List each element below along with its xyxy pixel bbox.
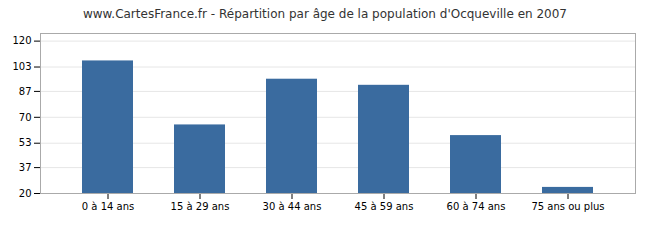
svg-text:45 à 59 ans: 45 à 59 ans [355, 201, 414, 212]
svg-text:15 à 29 ans: 15 à 29 ans [171, 201, 230, 212]
svg-text:37: 37 [19, 162, 32, 173]
svg-text:103: 103 [12, 61, 31, 72]
svg-text:60 à 74 ans: 60 à 74 ans [447, 201, 506, 212]
svg-text:120: 120 [12, 35, 31, 46]
svg-text:70: 70 [19, 112, 32, 123]
svg-text:87: 87 [19, 86, 32, 97]
svg-text:75 ans ou plus: 75 ans ou plus [531, 201, 604, 212]
svg-text:53: 53 [19, 137, 32, 148]
svg-text:0 à 14 ans: 0 à 14 ans [82, 201, 134, 212]
svg-text:20: 20 [19, 188, 32, 199]
svg-text:30 à 44 ans: 30 à 44 ans [263, 201, 322, 212]
html-text:www.CartesFrance.fr - Répartit: www.CartesFrance.fr - Répartition par âg… [83, 7, 567, 21]
